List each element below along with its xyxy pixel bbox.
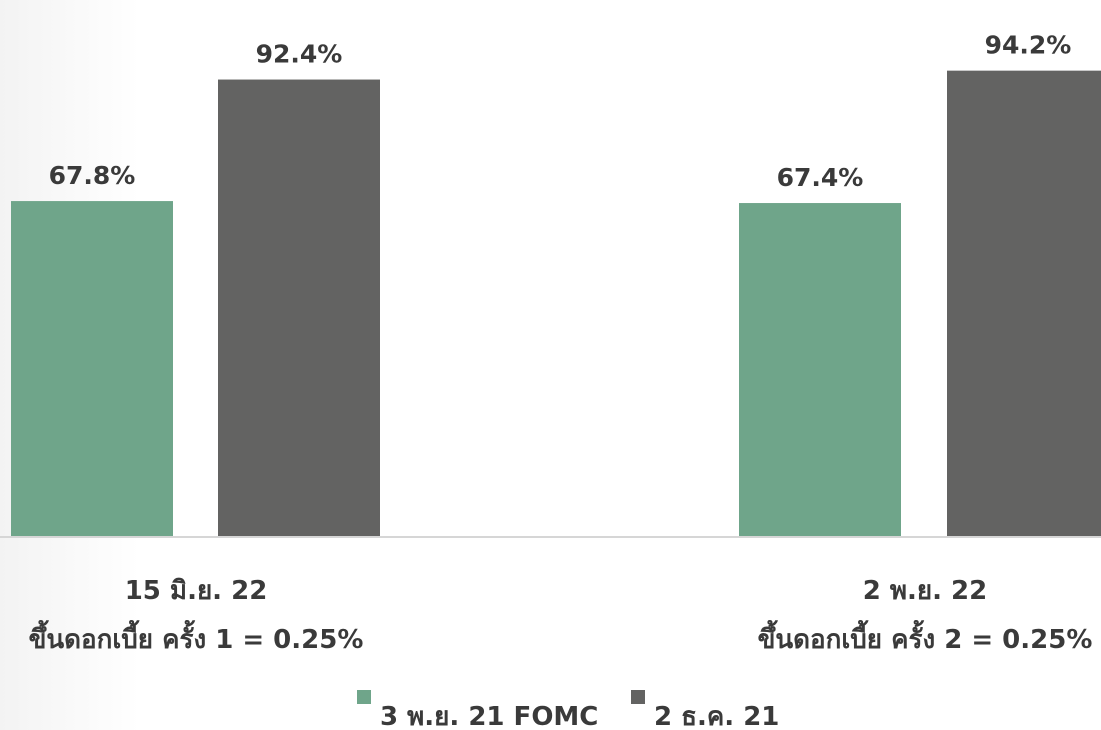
legend-label-series-2: 2 ธ.ค. 21 xyxy=(654,702,779,730)
category-label-1-date: 15 มิ.ย. 22 xyxy=(125,576,268,606)
value-labels-layer: 67.8% 67.4% 92.4% 94.2% xyxy=(49,31,1072,192)
category-label-2-date: 2 พ.ย. 22 xyxy=(863,576,988,606)
bar-series-1-category-1 xyxy=(11,201,173,536)
value-label-series-1-category-1: 67.8% xyxy=(49,161,136,190)
bar-series-2-category-2 xyxy=(947,70,1101,536)
category-label-1-note: ขึ้นดอกเบี้ย ครั้ง 1 = 0.25% xyxy=(29,619,364,655)
bars-layer xyxy=(11,70,1101,536)
legend-label-series-1: 3 พ.ย. 21 FOMC xyxy=(380,702,598,730)
bar-series-2-category-1 xyxy=(218,79,380,536)
value-label-series-2-category-1: 92.4% xyxy=(256,40,343,69)
category-label-2-note: ขึ้นดอกเบี้ย ครั้ง 2 = 0.25% xyxy=(758,619,1093,655)
value-label-series-2-category-2: 94.2% xyxy=(985,31,1072,60)
legend-swatch-series-2 xyxy=(631,690,645,704)
legend-swatch-series-1 xyxy=(357,690,371,704)
value-label-series-1-category-2: 67.4% xyxy=(777,163,864,192)
bar-series-1-category-2 xyxy=(739,203,901,536)
